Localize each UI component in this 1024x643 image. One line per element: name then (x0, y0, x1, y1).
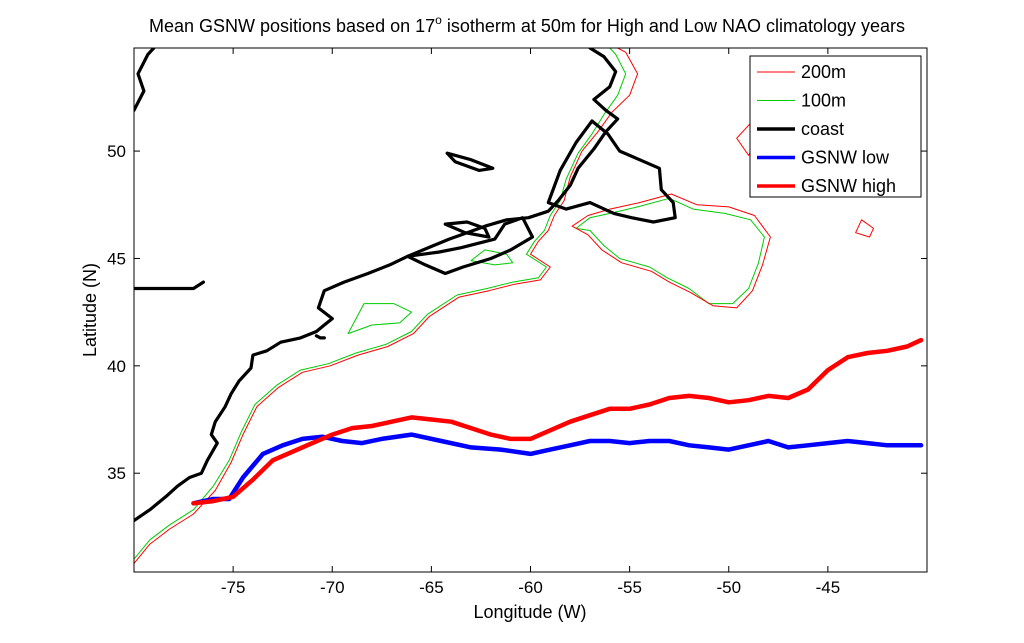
gsnw-high-series-line (191, 337, 924, 506)
x-tick-label: -60 (518, 578, 543, 597)
legend-label-100m: 100m (801, 91, 846, 111)
100m-outline-2 (347, 303, 412, 335)
x-tick-label: -65 (419, 578, 444, 597)
y-tick-label: 40 (107, 357, 126, 376)
x-tick-label: -70 (320, 578, 345, 597)
x-tick-label: -75 (221, 578, 246, 597)
coast-outline-7 (314, 334, 326, 340)
coast-outline-4 (445, 151, 495, 173)
coast-outline-0 (134, 48, 620, 523)
legend-box (749, 55, 922, 198)
200m-outline-0 (134, 48, 639, 564)
200m-outline-2 (855, 219, 874, 238)
coast-outline-1 (406, 216, 535, 276)
legend-items: 200m 100m coast GSNW low GSNW high (757, 62, 896, 196)
ticks-layer: -75 -70 -65 -60 -55 -50 -45 35 40 45 50 (107, 48, 927, 597)
y-tick-label: 45 (107, 249, 126, 268)
coast-outline-6 (134, 280, 206, 291)
chart-title: Mean GSNW positions based on 17o isother… (149, 13, 905, 36)
legend: 200m 100m coast GSNW low GSNW high (749, 55, 922, 198)
100m-outline-0 (134, 48, 627, 560)
x-tick-label: -45 (816, 578, 841, 597)
x-axis-title: Longitude (W) (473, 602, 586, 622)
legend-label-gsnw-low: GSNW low (801, 148, 890, 168)
legend-label-coast: coast (801, 119, 844, 139)
legend-label-gsnw-high: GSNW high (801, 176, 896, 196)
y-tick-label: 35 (107, 464, 126, 483)
200m-outline-1 (571, 193, 771, 309)
100m-outline-1 (575, 197, 765, 305)
legend-label-200m: 200m (801, 62, 846, 82)
coast-outline-3 (546, 119, 677, 224)
y-tick-label: 50 (107, 142, 126, 161)
gsnw-low-series-line (191, 432, 924, 506)
y-axis-title: Latitude (N) (80, 263, 100, 357)
x-tick-label: -55 (617, 578, 642, 597)
series-layer (191, 337, 924, 506)
x-tick-label: -50 (716, 578, 741, 597)
100m-outline-3 (470, 249, 514, 266)
coast-outline-5 (134, 48, 156, 112)
title-superscript: o (435, 13, 442, 27)
coast-outline-2 (443, 220, 491, 239)
